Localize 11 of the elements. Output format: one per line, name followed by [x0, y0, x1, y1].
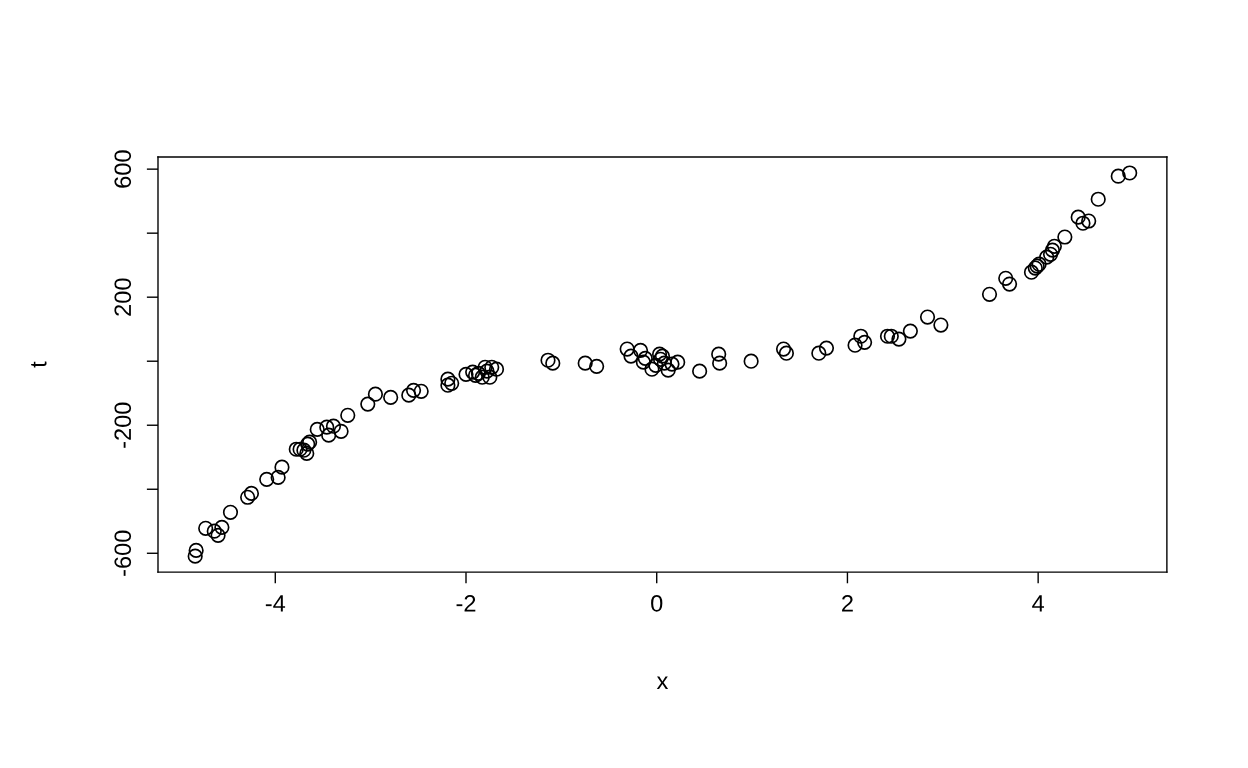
x-tick-label: -4	[265, 595, 286, 612]
y-tick-label: -200	[114, 402, 132, 448]
y-tick-label: 600	[114, 150, 132, 188]
y-tick-label: 200	[114, 278, 132, 316]
x-tick-label: 0	[651, 595, 663, 612]
y-axis-title: t	[31, 361, 47, 368]
x-tick-label: -2	[456, 595, 476, 612]
x-tick-label: 2	[842, 595, 853, 612]
y-tick-label: -600	[114, 530, 132, 576]
x-tick-label: 4	[1032, 595, 1045, 612]
x-axis-title: x	[656, 676, 669, 690]
